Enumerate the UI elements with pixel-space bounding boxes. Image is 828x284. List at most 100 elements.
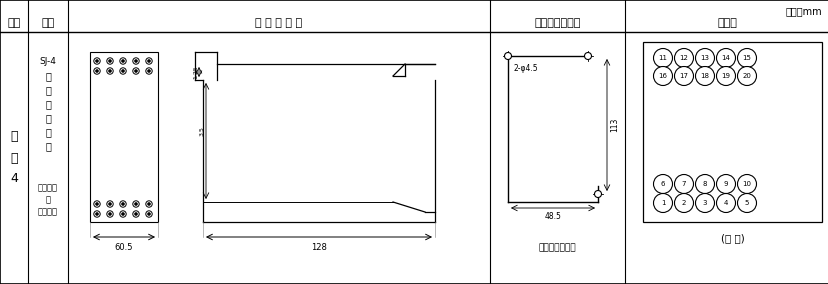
- Circle shape: [120, 58, 126, 64]
- Circle shape: [695, 174, 714, 193]
- Text: 式: 式: [45, 99, 51, 109]
- Text: 外 形 尺 寸 图: 外 形 尺 寸 图: [255, 18, 302, 28]
- Text: 3: 3: [702, 200, 706, 206]
- Circle shape: [96, 213, 98, 215]
- Text: 2-φ4.5: 2-φ4.5: [513, 64, 538, 73]
- Circle shape: [96, 70, 98, 72]
- Text: 端子图: 端子图: [716, 18, 736, 28]
- Bar: [90, 52, 158, 222]
- Circle shape: [674, 174, 693, 193]
- Circle shape: [584, 53, 591, 60]
- Circle shape: [94, 211, 100, 217]
- Circle shape: [652, 174, 672, 193]
- Circle shape: [715, 49, 734, 68]
- Bar: [643, 42, 821, 222]
- Text: 11: 11: [657, 55, 667, 61]
- Circle shape: [695, 193, 714, 212]
- Text: 60.5: 60.5: [114, 243, 133, 252]
- Text: 9: 9: [723, 181, 727, 187]
- Circle shape: [715, 66, 734, 85]
- Text: 螺钉安装开孔图: 螺钉安装开孔图: [538, 243, 575, 252]
- Circle shape: [132, 58, 139, 64]
- Text: 12: 12: [679, 55, 687, 61]
- Circle shape: [146, 68, 152, 74]
- Circle shape: [94, 68, 100, 74]
- Text: 单位：mm: 单位：mm: [784, 6, 821, 16]
- Circle shape: [674, 66, 693, 85]
- Circle shape: [107, 211, 113, 217]
- Text: 1.25: 1.25: [193, 65, 198, 79]
- Circle shape: [120, 211, 126, 217]
- Circle shape: [107, 58, 113, 64]
- Text: 凸: 凸: [45, 71, 51, 81]
- Circle shape: [146, 211, 152, 217]
- Circle shape: [737, 193, 756, 212]
- Text: 128: 128: [310, 243, 326, 252]
- Text: 10: 10: [742, 181, 751, 187]
- Text: 13: 13: [700, 55, 709, 61]
- Text: 6: 6: [660, 181, 664, 187]
- Text: 5: 5: [744, 200, 749, 206]
- Circle shape: [122, 70, 124, 72]
- Text: 卡轨安装: 卡轨安装: [38, 183, 58, 193]
- Circle shape: [135, 60, 137, 62]
- Circle shape: [737, 174, 756, 193]
- Text: 19: 19: [720, 73, 729, 79]
- Text: 113: 113: [609, 118, 619, 132]
- Circle shape: [652, 49, 672, 68]
- Text: 安装开孔尺寸图: 安装开孔尺寸图: [534, 18, 580, 28]
- Circle shape: [122, 60, 124, 62]
- Circle shape: [652, 193, 672, 212]
- Text: 1: 1: [660, 200, 664, 206]
- Circle shape: [146, 58, 152, 64]
- Circle shape: [715, 174, 734, 193]
- Circle shape: [96, 203, 98, 205]
- Circle shape: [695, 49, 714, 68]
- Circle shape: [108, 60, 111, 62]
- Circle shape: [132, 211, 139, 217]
- Circle shape: [94, 58, 100, 64]
- Circle shape: [652, 66, 672, 85]
- Circle shape: [146, 201, 152, 207]
- Text: 8: 8: [702, 181, 706, 187]
- Text: 2: 2: [681, 200, 686, 206]
- Text: 线: 线: [45, 141, 51, 151]
- Circle shape: [674, 49, 693, 68]
- Circle shape: [107, 68, 113, 74]
- Text: SJ-4: SJ-4: [40, 57, 56, 66]
- Circle shape: [147, 203, 150, 205]
- Circle shape: [122, 213, 124, 215]
- Circle shape: [737, 66, 756, 85]
- Circle shape: [122, 203, 124, 205]
- Text: 20: 20: [742, 73, 750, 79]
- Circle shape: [108, 213, 111, 215]
- Text: 附
图
4: 附 图 4: [10, 131, 18, 185]
- Circle shape: [132, 201, 139, 207]
- Circle shape: [504, 53, 511, 60]
- Circle shape: [147, 60, 150, 62]
- Circle shape: [96, 60, 98, 62]
- Text: 3.5: 3.5: [200, 126, 205, 136]
- Circle shape: [135, 203, 137, 205]
- Circle shape: [715, 193, 734, 212]
- Circle shape: [737, 49, 756, 68]
- Text: 接: 接: [45, 127, 51, 137]
- Text: 16: 16: [657, 73, 667, 79]
- Circle shape: [135, 70, 137, 72]
- Text: 螺钉安装: 螺钉安装: [38, 208, 58, 216]
- Text: 18: 18: [700, 73, 709, 79]
- Circle shape: [120, 201, 126, 207]
- Circle shape: [674, 193, 693, 212]
- Text: 结构: 结构: [41, 18, 55, 28]
- Text: (正 视): (正 视): [720, 233, 744, 243]
- Text: 4: 4: [723, 200, 727, 206]
- Text: 图号: 图号: [7, 18, 21, 28]
- Text: 前: 前: [45, 113, 51, 123]
- Text: 出: 出: [45, 85, 51, 95]
- Circle shape: [120, 68, 126, 74]
- Circle shape: [147, 70, 150, 72]
- Circle shape: [107, 201, 113, 207]
- Text: 15: 15: [742, 55, 750, 61]
- Circle shape: [147, 213, 150, 215]
- Text: 14: 14: [720, 55, 729, 61]
